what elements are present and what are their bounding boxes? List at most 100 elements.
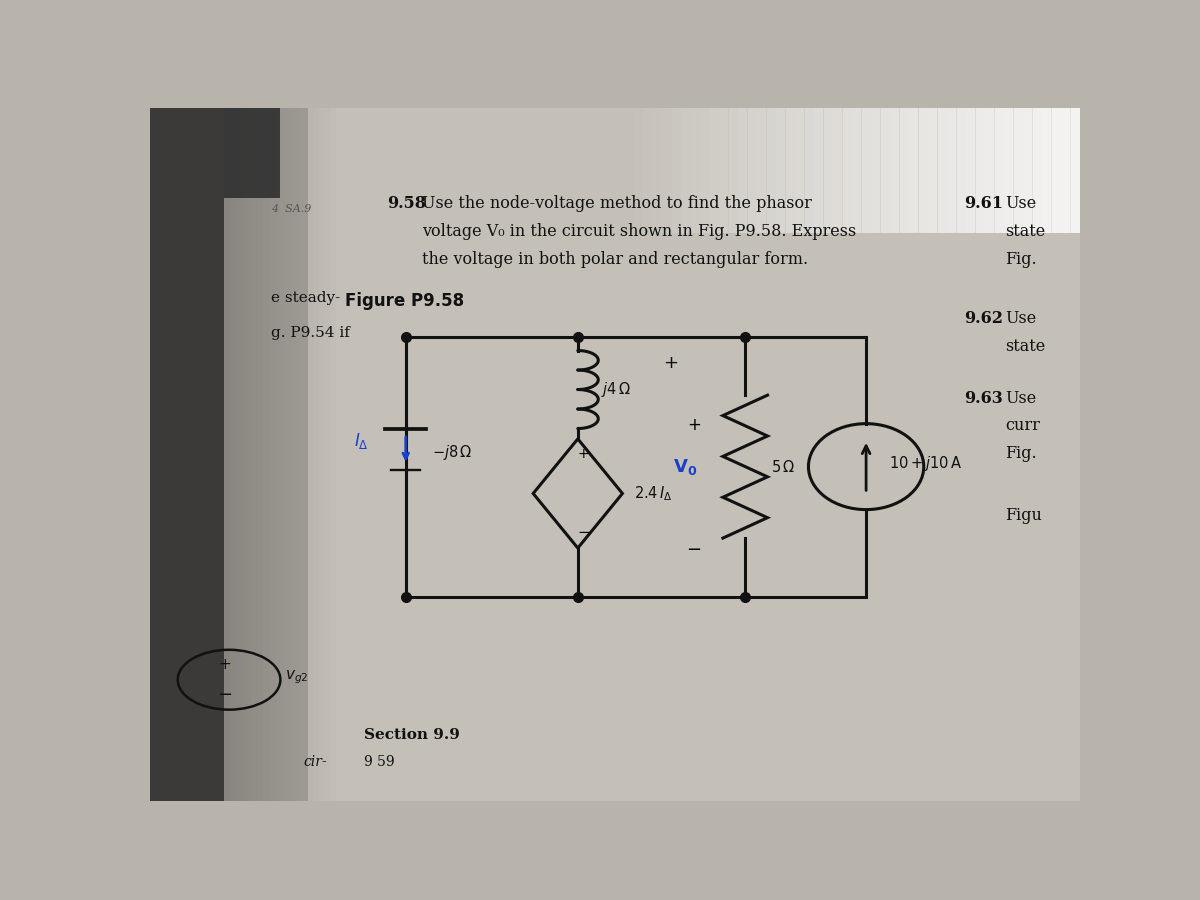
Text: Use the node-voltage method to find the phasor: Use the node-voltage method to find the … <box>422 195 812 212</box>
Bar <box>748 108 767 233</box>
Text: $\mathbf{V_0}$: $\mathbf{V_0}$ <box>673 456 697 477</box>
Bar <box>995 108 1013 233</box>
Bar <box>776 108 794 233</box>
Text: Fig.: Fig. <box>1006 445 1037 462</box>
Text: $-j8\,\Omega$: $-j8\,\Omega$ <box>432 444 473 463</box>
Bar <box>634 108 653 233</box>
Bar <box>767 108 786 233</box>
Bar <box>150 108 308 801</box>
Bar <box>1051 108 1070 233</box>
Bar <box>653 108 672 233</box>
Bar <box>871 108 890 233</box>
Bar <box>910 108 928 233</box>
Bar <box>900 108 918 233</box>
Text: state: state <box>1006 338 1046 355</box>
Bar <box>728 108 748 233</box>
Bar <box>150 108 224 801</box>
Text: 9.62: 9.62 <box>964 310 1003 327</box>
Text: g. P9.54 if: g. P9.54 if <box>271 326 349 339</box>
Bar <box>796 108 814 233</box>
Bar <box>956 108 976 233</box>
Text: e steady-: e steady- <box>271 291 340 305</box>
Text: 9 59: 9 59 <box>364 755 395 770</box>
Text: $10+j10\,\mathrm{A}$: $10+j10\,\mathrm{A}$ <box>889 454 962 473</box>
Text: Use: Use <box>1006 390 1037 407</box>
Text: +: + <box>664 354 678 372</box>
Bar <box>757 108 776 233</box>
Bar <box>786 108 804 233</box>
Bar <box>691 108 709 233</box>
Text: −: − <box>577 525 589 540</box>
Bar <box>937 108 956 233</box>
Bar <box>224 108 281 198</box>
Bar <box>1080 108 1099 233</box>
Text: Fig.: Fig. <box>1006 251 1037 268</box>
Bar <box>947 108 966 233</box>
Bar <box>1042 108 1061 233</box>
Text: Use: Use <box>1006 310 1037 327</box>
Text: +: + <box>577 447 589 461</box>
Bar <box>966 108 985 233</box>
Bar <box>805 108 823 233</box>
Text: Use: Use <box>1006 195 1037 212</box>
Bar <box>1070 108 1090 233</box>
Bar <box>252 108 258 801</box>
Text: +: + <box>218 657 230 672</box>
Bar <box>224 108 230 801</box>
Text: curr: curr <box>1006 418 1040 434</box>
Bar <box>247 108 252 801</box>
Bar <box>308 108 313 801</box>
Bar <box>1061 108 1080 233</box>
Bar <box>235 108 241 801</box>
Bar <box>1014 108 1032 233</box>
Bar <box>296 108 302 801</box>
Bar <box>985 108 1003 233</box>
Bar <box>313 108 319 801</box>
Bar <box>319 108 325 801</box>
Bar <box>738 108 757 233</box>
Text: −: − <box>217 686 232 704</box>
Text: $j4\,\Omega$: $j4\,\Omega$ <box>601 380 631 399</box>
Bar <box>719 108 738 233</box>
Bar <box>624 108 643 233</box>
Bar <box>281 108 286 801</box>
Bar <box>976 108 995 233</box>
Bar <box>842 108 862 233</box>
Bar <box>701 108 719 233</box>
Text: $I_\Delta$: $I_\Delta$ <box>354 431 368 451</box>
Bar <box>269 108 275 801</box>
Bar <box>616 108 634 233</box>
Bar <box>672 108 690 233</box>
Bar <box>643 108 662 233</box>
Bar <box>241 108 247 801</box>
Bar <box>264 108 269 801</box>
Text: 9.58: 9.58 <box>388 195 426 212</box>
Bar <box>862 108 881 233</box>
Bar <box>292 108 296 801</box>
Text: 9.61: 9.61 <box>964 195 1003 212</box>
Bar <box>325 108 330 801</box>
Bar <box>230 108 235 801</box>
Bar <box>852 108 871 233</box>
Bar <box>330 108 336 801</box>
Bar <box>890 108 908 233</box>
Bar <box>308 108 1080 801</box>
Bar <box>1004 108 1022 233</box>
Text: Figu: Figu <box>1006 508 1043 525</box>
Text: Section 9.9: Section 9.9 <box>364 727 460 742</box>
Bar <box>881 108 899 233</box>
Text: the voltage in both polar and rectangular form.: the voltage in both polar and rectangula… <box>422 251 809 268</box>
Bar <box>682 108 700 233</box>
Bar <box>710 108 728 233</box>
Bar <box>302 108 308 801</box>
Bar <box>833 108 852 233</box>
Bar <box>919 108 937 233</box>
Bar <box>258 108 264 801</box>
Text: voltage V₀ in the circuit shown in Fig. P9.58. Express: voltage V₀ in the circuit shown in Fig. … <box>422 223 857 240</box>
Bar <box>1024 108 1042 233</box>
Text: $2.4\,I_\Delta$: $2.4\,I_\Delta$ <box>634 484 672 503</box>
Text: Figure P9.58: Figure P9.58 <box>346 292 464 310</box>
Text: +: + <box>688 416 701 434</box>
Text: $v_{g2}$: $v_{g2}$ <box>284 669 308 687</box>
Bar <box>662 108 682 233</box>
